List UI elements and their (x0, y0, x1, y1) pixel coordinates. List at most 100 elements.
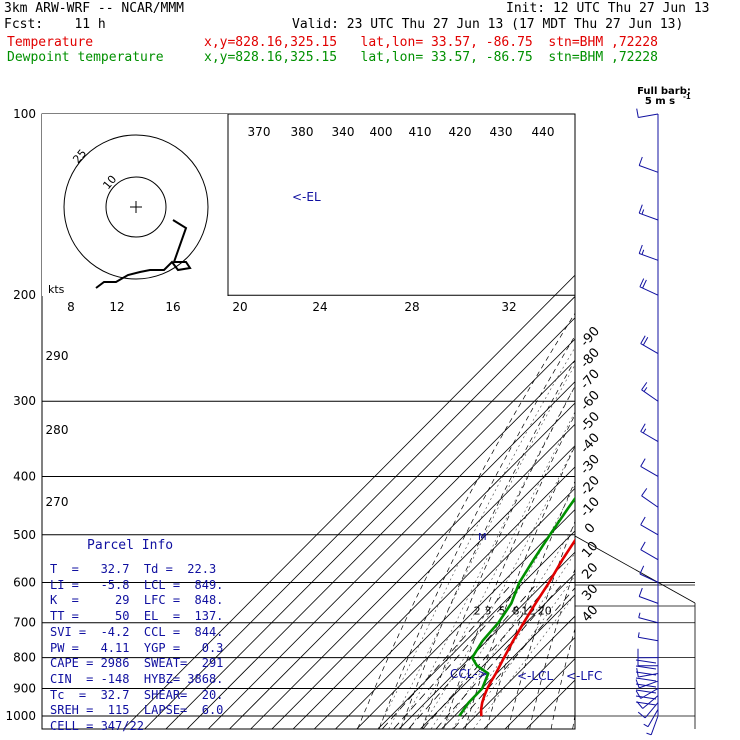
isotherm (462, 615, 575, 729)
plot-frame (41, 113, 576, 730)
moist-adiabat (388, 364, 575, 729)
dewpoint-point (471, 657, 473, 659)
temperature-point (613, 476, 614, 477)
isotherm (271, 423, 575, 729)
dewpoint-point (458, 715, 460, 717)
pressure-tick-label: 800 (13, 651, 36, 665)
dewpoint-point (549, 534, 551, 536)
hodograph-trace (95, 219, 192, 289)
wind-barb (638, 612, 659, 624)
theta-side-label: 270 (46, 495, 69, 509)
isotherm (399, 551, 575, 729)
parcel-info-row: SREH = 115 LAPSE= 6.0 (50, 703, 224, 718)
temperature-point (480, 715, 482, 717)
parcel-info-row: CIN = -148 HYBZ= 3868. (50, 671, 224, 686)
theta-side-label: 280 (46, 423, 69, 437)
dewpoint-point (533, 559, 535, 561)
temperature-point (480, 708, 482, 710)
temperature-point (486, 688, 488, 689)
pressure-tick-label: 100 (13, 107, 36, 121)
parcel-info-title: Parcel Info (87, 538, 174, 553)
pressure-tick-label: 900 (13, 681, 36, 695)
hodograph-ring-25 (63, 134, 209, 280)
parcel-info-row: SVI = -4.2 CCL = 844. (50, 624, 224, 639)
temperature-line (479, 538, 575, 717)
lfc-marker: <-LFC (566, 669, 602, 683)
ccl-marker: CCL-> (450, 667, 488, 681)
dry-adiabat (702, 114, 740, 729)
pressure-tick-label: 400 (13, 469, 36, 483)
isotherm (314, 466, 575, 729)
temperature-point (561, 559, 563, 561)
moist-adiabat (462, 575, 575, 729)
mixing-ratio-label: 3 (484, 605, 491, 618)
parcel-info-row: CAPE = 2986 SWEAT= 291 (50, 656, 224, 671)
mixing-ratio-line (408, 582, 539, 729)
theta-label: 380 (291, 125, 314, 139)
wind-barb (637, 656, 659, 667)
theta-label: 420 (449, 125, 472, 139)
init-time: Init: 12 UTC Thu 27 Jun 13 (506, 1, 710, 16)
wind-barb (639, 565, 659, 583)
dry-adiabat (659, 114, 740, 729)
dry-adiabat (616, 114, 740, 729)
parcel-info-row: T = 32.7 Td = 22.3 (50, 562, 217, 576)
isotherm (187, 338, 575, 729)
moist-adiabat (420, 444, 575, 729)
wind-barb (635, 659, 657, 664)
isotherm (165, 317, 575, 729)
dry-adiabat (443, 414, 575, 729)
model-title: 3km ARW-WRF -- NCAR/MMM (4, 1, 185, 16)
wind-barb (638, 587, 659, 604)
pressure-tick-label: 700 (13, 616, 36, 630)
temperature-point (632, 441, 633, 442)
temperature-point (523, 622, 525, 624)
isotherm (335, 487, 575, 729)
dry-adiabat (550, 627, 575, 729)
wind-key-units: 5 m s (645, 96, 675, 107)
mixing-ratio-label: 2 (474, 605, 481, 618)
mixing-ratio-line (382, 582, 514, 729)
hodograph-speed-label: kts (48, 283, 65, 296)
wind-barb (639, 278, 659, 296)
moist-adiabat (409, 411, 575, 729)
wind-barb (635, 689, 657, 694)
wind-barb (636, 108, 659, 118)
speed-tick-labels: 8 12 16 20 24 32 28 (67, 300, 516, 314)
wet-bulb-marker: M (478, 532, 487, 543)
moist-adiabat (473, 594, 575, 729)
temperature-point (483, 695, 485, 697)
dry-adiabat (594, 114, 740, 729)
wind-barb (640, 541, 659, 561)
isotherm (356, 509, 575, 729)
isotherm-label: 0 (582, 521, 599, 537)
pressure-tick-label: 500 (13, 528, 36, 542)
wind-barb (635, 679, 659, 689)
parcel-info-row: PW = 4.11 YGP = 0.3 (50, 640, 224, 655)
dry-adiabat (637, 114, 740, 729)
temperature-point (490, 680, 492, 682)
wind-barb (637, 648, 659, 659)
wind-barb (637, 632, 659, 642)
temperature-point (682, 353, 683, 354)
isotherm (208, 359, 575, 729)
wind-barb (638, 156, 659, 173)
wind-profile (635, 108, 659, 736)
theta-side-label: 290 (46, 349, 69, 363)
parcel-info-row: CELL = 347/22 (50, 719, 144, 733)
dewpoint-point (627, 401, 628, 402)
series-layer (458, 353, 683, 717)
dry-adiabat (357, 312, 575, 729)
dewpoint-point (510, 602, 512, 604)
wind-barb (638, 204, 659, 221)
parcel-info-row: K = 29 LFC = 848. (50, 593, 224, 608)
forecast-hour: Fcst: 11 h (4, 17, 106, 32)
parcel-info-row: LI = -5.8 LCL = 849. (50, 577, 224, 592)
valid-time: Valid: 23 UTC Thu 27 Jun 13 (17 MDT Thu … (292, 17, 684, 32)
pressure-tick-label: 200 (13, 288, 36, 302)
theta-label: 370 (248, 125, 271, 139)
temperature-point (578, 534, 579, 535)
isotherm (420, 572, 575, 729)
mixing-ratio-label: 8 (513, 605, 520, 618)
speed-tick-label: 24 (312, 300, 327, 314)
